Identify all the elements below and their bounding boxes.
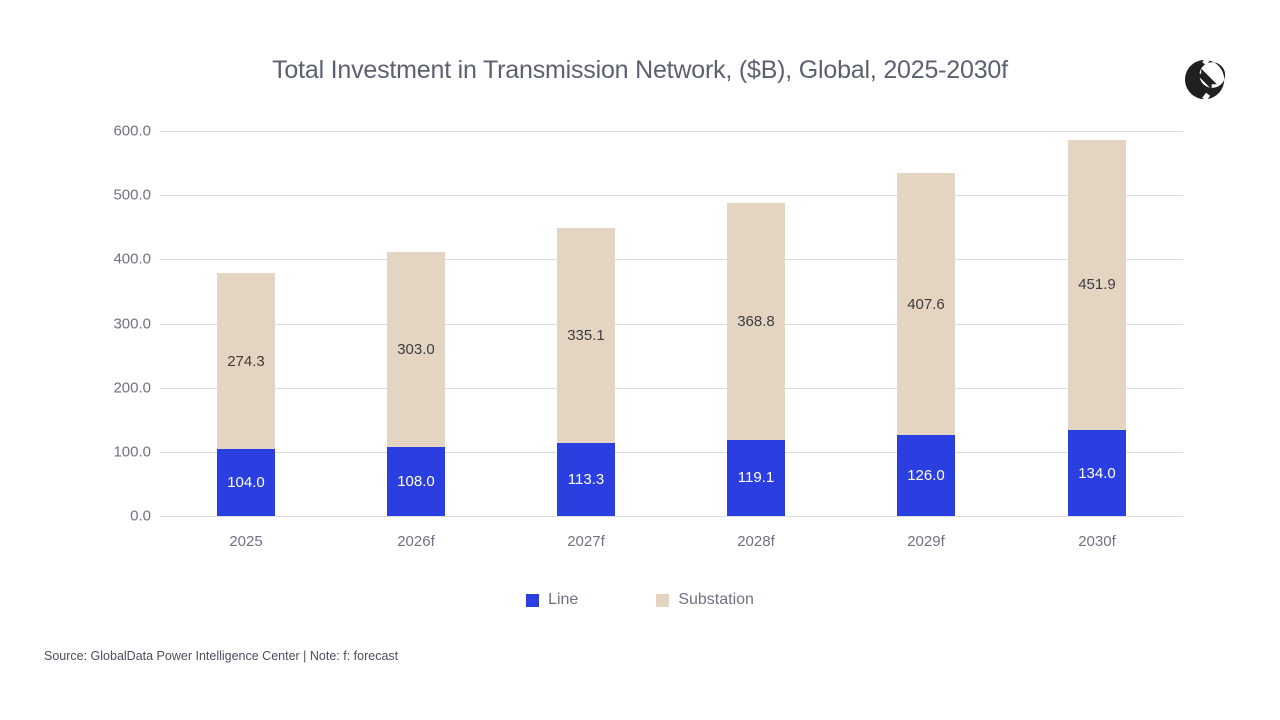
- chart-legend: Line Substation: [0, 591, 1280, 609]
- gridline-500: [160, 195, 1183, 196]
- bar-group-2029f[interactable]: 407.6 126.0: [897, 173, 955, 516]
- bar-segment-substation[interactable]: 303.0: [387, 252, 445, 447]
- y-axis-tick-500: 500.0: [113, 186, 151, 204]
- bar-segment-substation[interactable]: 451.9: [1068, 139, 1126, 430]
- plot-area: 274.3 104.0 303.0 108.0 335.1 113.3: [160, 131, 1183, 517]
- gridline-400: [160, 259, 1183, 260]
- bar-value-label: 126.0: [907, 467, 945, 485]
- bar-value-label: 134.0: [1078, 464, 1116, 482]
- bar-segment-substation[interactable]: 274.3: [217, 273, 275, 450]
- bar-value-label: 119.1: [737, 469, 775, 487]
- x-axis-tick-2026f: 2026f: [397, 533, 435, 550]
- legend-item-substation[interactable]: Substation: [656, 591, 754, 609]
- bar-segment-line[interactable]: 108.0: [387, 446, 445, 516]
- gridline-100: [160, 452, 1183, 453]
- legend-swatch-substation-icon: [656, 593, 670, 607]
- legend-swatch-line-icon: [526, 593, 540, 607]
- y-axis-tick-300: 300.0: [113, 315, 151, 333]
- gridline-200: [160, 388, 1183, 389]
- bar-value-label: 303.0: [397, 340, 435, 358]
- bar-value-label: 108.0: [397, 472, 435, 490]
- bar-segment-substation[interactable]: 368.8: [727, 202, 785, 440]
- y-axis-tick-100: 100.0: [113, 443, 151, 461]
- y-axis-tick-400: 400.0: [113, 250, 151, 268]
- legend-item-line[interactable]: Line: [526, 591, 578, 609]
- x-axis-tick-2029f: 2029f: [907, 533, 945, 550]
- bar-segment-line[interactable]: 119.1: [727, 439, 785, 516]
- bar-segment-substation[interactable]: 407.6: [897, 173, 955, 436]
- bar-segment-substation[interactable]: 335.1: [557, 228, 615, 444]
- bar-group-2027f[interactable]: 335.1 113.3: [557, 228, 615, 516]
- bar-value-label: 407.6: [907, 295, 945, 313]
- bar-group-2028f[interactable]: 368.8 119.1: [727, 202, 785, 516]
- bar-segment-line[interactable]: 104.0: [217, 449, 275, 516]
- x-axis-tick-2027f: 2027f: [567, 533, 605, 550]
- bar-value-label: 451.9: [1078, 276, 1116, 294]
- legend-label-substation: Substation: [678, 591, 754, 608]
- gridline-600: [160, 131, 1183, 132]
- gridline-0: [160, 516, 1183, 517]
- bar-value-label: 368.8: [737, 312, 775, 330]
- bar-segment-line[interactable]: 126.0: [897, 435, 955, 516]
- globaldata-logo-icon: [1183, 56, 1229, 102]
- legend-label-line: Line: [548, 591, 579, 608]
- bar-value-label: 274.3: [227, 352, 265, 370]
- y-axis-tick-0: 0.0: [130, 507, 151, 525]
- bar-group-2030f[interactable]: 451.9 134.0: [1068, 139, 1126, 516]
- x-axis-tick-2028f: 2028f: [737, 533, 775, 550]
- bar-value-label: 113.3: [567, 471, 605, 489]
- bar-segment-line[interactable]: 113.3: [557, 443, 615, 516]
- bar-group-2025[interactable]: 274.3 104.0: [217, 273, 275, 516]
- gridline-300: [160, 324, 1183, 325]
- bar-segment-line[interactable]: 134.0: [1068, 430, 1126, 516]
- chart-title: Total Investment in Transmission Network…: [272, 56, 1008, 84]
- bar-group-2026f[interactable]: 303.0 108.0: [387, 252, 445, 516]
- x-axis-tick-2025: 2025: [229, 533, 263, 550]
- source-note: Source: GlobalData Power Intelligence Ce…: [44, 649, 399, 663]
- y-axis-tick-600: 600.0: [113, 122, 151, 140]
- y-axis-tick-200: 200.0: [113, 379, 151, 397]
- bar-value-label: 335.1: [567, 327, 605, 345]
- x-axis-tick-2030f: 2030f: [1078, 533, 1116, 550]
- bar-value-label: 104.0: [227, 474, 265, 492]
